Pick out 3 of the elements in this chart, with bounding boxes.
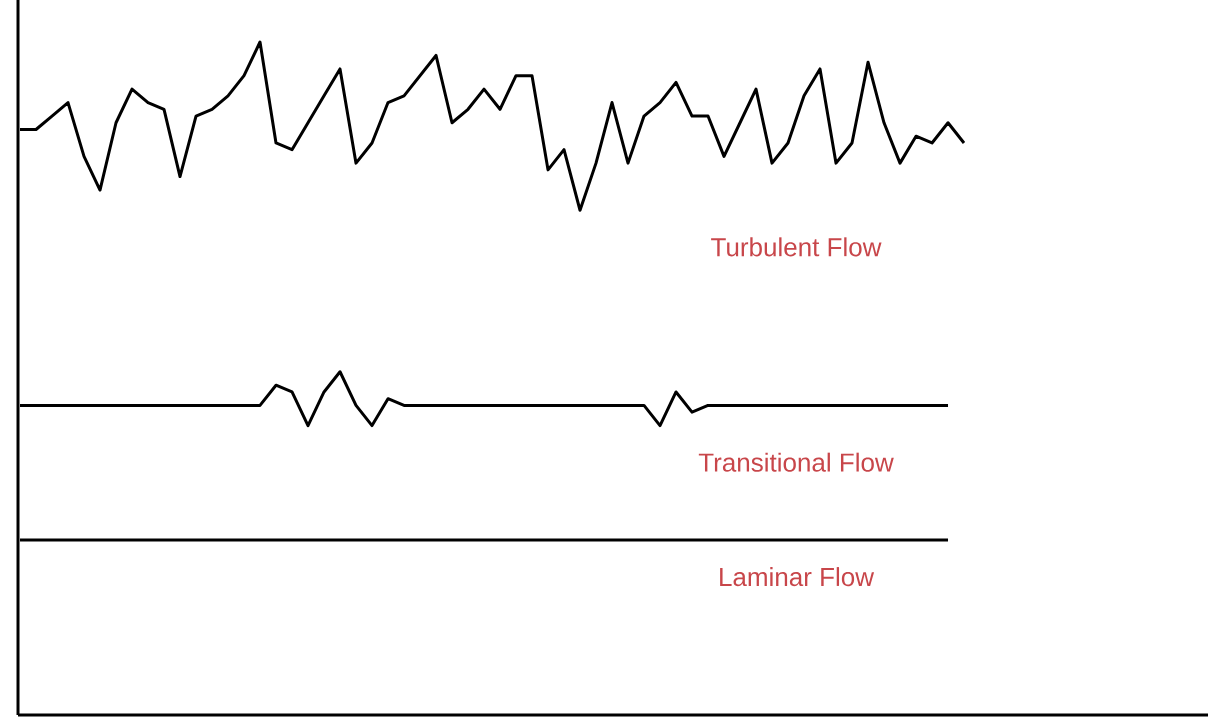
series-label: Laminar Flow — [720, 567, 875, 587]
series-label: Transitional Flow — [698, 452, 894, 472]
text: Turbulent Flow — [711, 237, 882, 257]
